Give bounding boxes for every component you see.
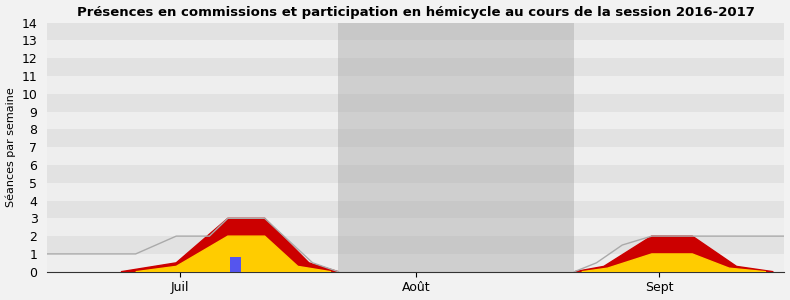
Bar (47, 76, 784, 94)
Bar (47, 22, 784, 40)
Bar (47, 112, 784, 129)
Bar (47, 147, 784, 165)
Bar (47, 58, 784, 76)
Bar (47, 236, 784, 254)
Title: Présences en commissions et participation en hémicycle au cours de la session 20: Présences en commissions et participatio… (77, 6, 754, 19)
Bar (47, 40, 784, 58)
Bar (47, 129, 784, 147)
Polygon shape (581, 254, 766, 272)
Bar (47, 94, 784, 112)
Bar (47, 200, 784, 218)
Y-axis label: Séances par semaine: Séances par semaine (6, 87, 16, 207)
Polygon shape (136, 236, 331, 272)
Bar (47, 183, 784, 200)
Bar (47, 254, 784, 272)
Bar (338, 22, 574, 272)
Bar (47, 218, 784, 236)
Polygon shape (574, 236, 773, 272)
Bar (47, 165, 784, 183)
Bar (230, 256, 241, 272)
Polygon shape (121, 218, 338, 272)
